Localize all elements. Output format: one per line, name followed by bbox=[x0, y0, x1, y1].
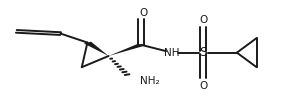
Text: O: O bbox=[199, 15, 207, 25]
Text: O: O bbox=[140, 8, 148, 18]
Text: NH₂: NH₂ bbox=[140, 76, 159, 86]
Polygon shape bbox=[109, 44, 144, 56]
Text: S: S bbox=[199, 46, 207, 59]
Text: NH: NH bbox=[164, 48, 180, 58]
Polygon shape bbox=[84, 42, 109, 56]
Text: O: O bbox=[199, 81, 207, 91]
